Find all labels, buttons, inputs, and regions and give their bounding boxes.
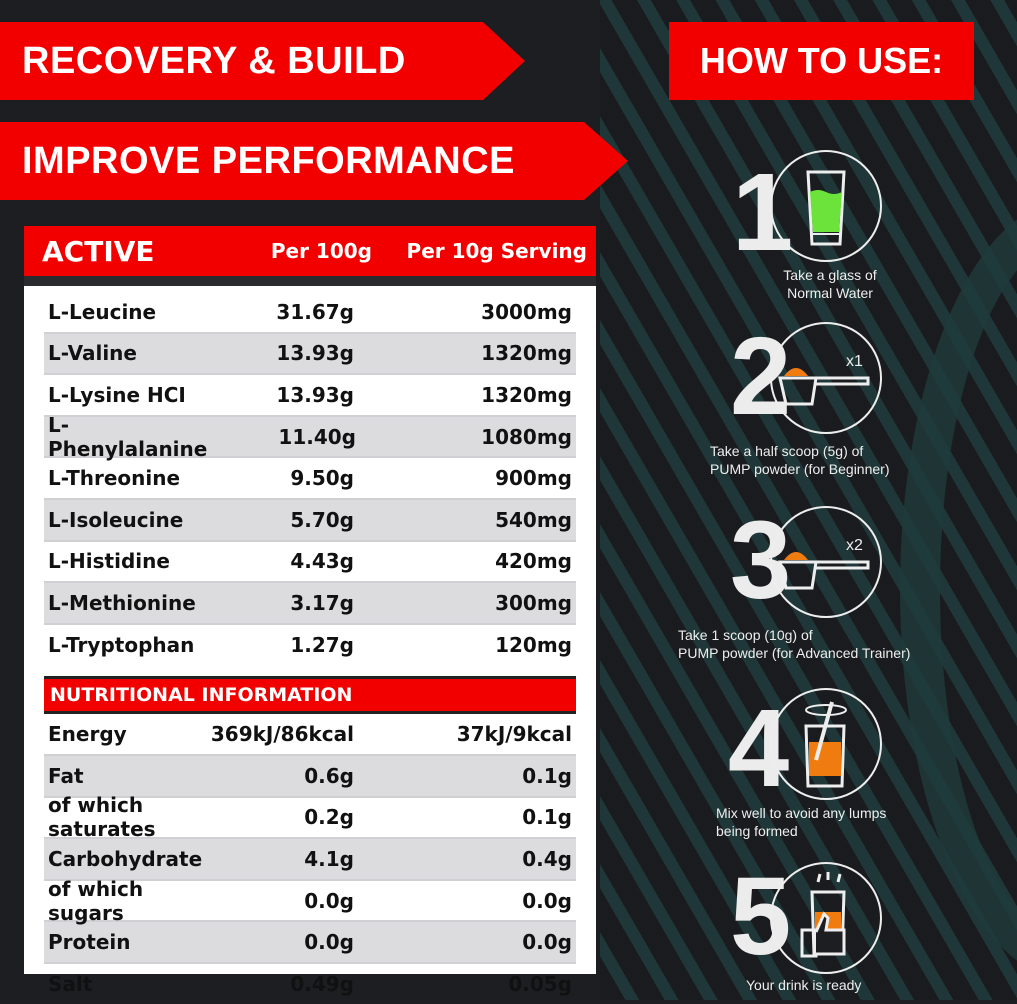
table-row: L-Threonine 9.50g 900mg <box>44 458 576 500</box>
table-row: L-Isoleucine 5.70g 540mg <box>44 499 576 542</box>
table-row: Carbohydrate 4.1g 0.4g <box>44 839 576 881</box>
glass-of-water-icon <box>770 150 882 262</box>
step-caption: Take a glass of Normal Water <box>783 267 877 301</box>
nutrition-header: NUTRITIONAL INFORMATION <box>44 676 576 715</box>
svg-text:x2: x2 <box>846 537 863 554</box>
table-row: of which sugars 0.0g 0.0g <box>44 877 576 925</box>
thumbs-up-drink-icon <box>770 862 882 974</box>
table-row: Fat 0.6g 0.1g <box>44 755 576 798</box>
table-row: of which saturates 0.2g 0.1g <box>44 793 576 841</box>
nutrition-list: Energy 369kJ/86kcal 37kJ/9kcal Fat 0.6g 0.1g… <box>24 714 596 1003</box>
table-row: L-Leucine 31.67g 3000mg <box>44 292 576 334</box>
header-active: ACTIVE <box>42 234 155 268</box>
table-row: L-Lysine HCI 13.93g 1320mg <box>44 375 576 417</box>
table-row: L-Methionine 3.17g 300mg <box>44 583 576 625</box>
table-row: Protein 0.0g 0.0g <box>44 922 576 964</box>
scoop-icon: x2 <box>770 506 882 618</box>
how-to-use-title: HOW TO USE: <box>669 22 974 100</box>
banner-performance-text: IMPROVE PERFORMANCE <box>22 139 515 182</box>
table-row: L-Tryptophan 1.27g 120mg <box>48 632 572 657</box>
actives-list: L-Leucine 31.67g 3000mg L-Valine 13.93g 1320… <box>24 286 596 664</box>
header-per-serving: Per 10g Serving <box>406 239 587 263</box>
svg-text:x1: x1 <box>846 353 863 370</box>
step-caption: Take a half scoop (5g) of PUMP powder (fo… <box>710 443 890 477</box>
step-caption: Your drink is ready <box>746 977 862 993</box>
banner-recovery: RECOVERY & BUILD <box>0 22 525 100</box>
table-header: ACTIVE Per 100g Per 10g Serving <box>24 226 596 286</box>
table-row: L-Valine 13.93g 1320mg <box>44 333 576 376</box>
table-row: L-Histidine 4.43g 420mg <box>44 542 576 584</box>
supplement-facts-table: ACTIVE Per 100g Per 10g Serving L-Leucin… <box>24 226 596 996</box>
how-to-use-title-text: HOW TO USE: <box>699 40 944 81</box>
table-row: Salt 0.49g 0.05g <box>48 971 572 996</box>
step-caption: Take 1 scoop (10g) of PUMP powder (for Ad… <box>678 627 911 661</box>
table-row: L-Phenylalanine 11.40g 1080mg <box>44 413 576 461</box>
banner-recovery-text: RECOVERY & BUILD <box>22 39 406 82</box>
banner-performance: IMPROVE PERFORMANCE <box>0 122 628 200</box>
scoop-icon: x1 <box>770 322 882 434</box>
step-caption: Mix well to avoid any lumps being formed <box>716 805 887 839</box>
mixing-glass-icon <box>770 688 882 800</box>
header-per100: Per 100g <box>270 239 372 263</box>
table-row: Energy 369kJ/86kcal 37kJ/9kcal <box>44 714 576 756</box>
